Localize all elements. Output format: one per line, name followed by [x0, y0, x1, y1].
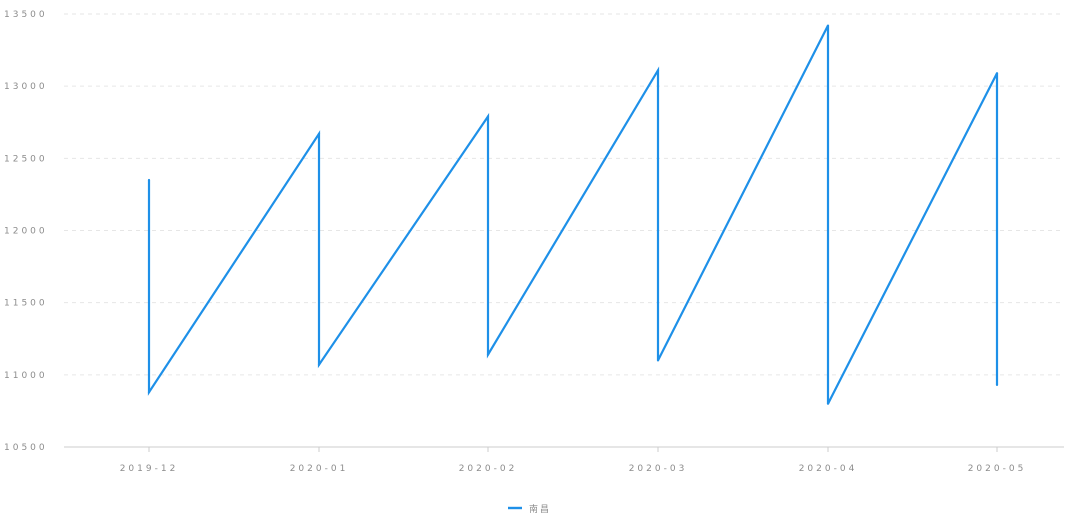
- y-tick-label: 11500: [4, 299, 48, 309]
- grid-lines: [64, 13, 1064, 376]
- data-point: [486, 115, 490, 118]
- x-axis-ticks: 2019-12 2020-01 2020-02 2020-03 2020-04 2020-…: [120, 447, 1027, 474]
- legend-label: 南昌: [529, 503, 551, 515]
- x-tick-label: 2020-03: [629, 464, 688, 474]
- y-tick-label: 12000: [4, 227, 48, 237]
- x-tick-label: 2020-05: [968, 464, 1027, 474]
- x-tick-label: 2020-02: [459, 464, 518, 474]
- data-point: [317, 132, 321, 135]
- data-point: [147, 178, 151, 182]
- x-tick-label: 2020-04: [799, 464, 858, 474]
- legend-item[interactable]: 南昌: [508, 503, 551, 515]
- data-point: [995, 383, 999, 387]
- y-tick-label: 13500: [4, 10, 48, 20]
- series-layer: [147, 24, 999, 405]
- data-point: [656, 359, 660, 362]
- x-tick-label: 2020-01: [290, 464, 349, 474]
- y-tick-label: 10500: [4, 443, 48, 453]
- data-point: [826, 24, 830, 27]
- data-point: [656, 69, 660, 72]
- data-point: [486, 353, 490, 356]
- legend[interactable]: 南昌: [508, 503, 551, 515]
- data-point: [995, 72, 999, 75]
- y-tick-label: 12500: [4, 154, 48, 164]
- series-line: [147, 25, 999, 405]
- data-point: [826, 402, 830, 405]
- x-tick-label: 2019-12: [120, 464, 179, 474]
- y-tick-label: 13000: [4, 82, 48, 92]
- data-point: [317, 363, 321, 366]
- y-tick-label: 11000: [4, 371, 48, 381]
- data-point: [147, 391, 151, 394]
- y-axis-ticks: 10500 11000 11500 12000 12500 13000 13500: [4, 10, 48, 453]
